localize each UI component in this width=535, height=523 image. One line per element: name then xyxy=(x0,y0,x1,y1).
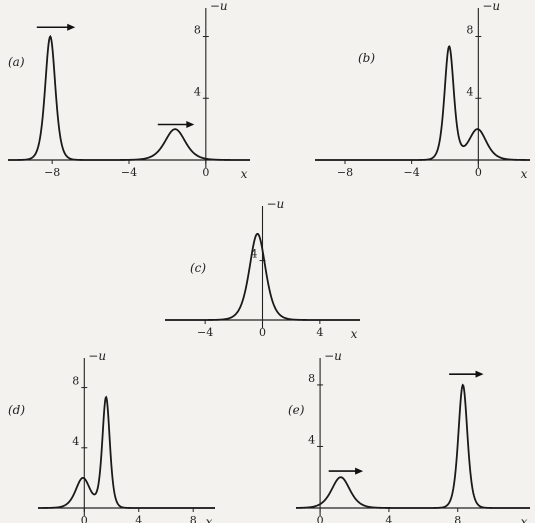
x-tick-label: −8 xyxy=(337,166,353,179)
panel-label: (e) xyxy=(288,403,305,417)
wave-curve xyxy=(315,45,530,161)
panel-label: (b) xyxy=(358,51,375,65)
x-tick-label: 0 xyxy=(475,166,482,179)
panel-a: −8 −4 0 4 8 x −u (a) xyxy=(8,0,250,181)
x-tick-label: −4 xyxy=(404,166,420,179)
x-axis-label: x xyxy=(521,515,528,523)
panel-c: −4 0 4 4 x −u (c) xyxy=(165,197,360,341)
x-tick-label: 8 xyxy=(190,514,197,523)
y-tick-label: 4 xyxy=(72,435,79,448)
wave-curve xyxy=(38,395,215,509)
arrow-head xyxy=(67,23,76,31)
x-tick-label: 4 xyxy=(135,514,142,523)
y-tick-label: 4 xyxy=(251,248,258,261)
x-tick-label: 0 xyxy=(259,326,266,339)
x-tick-label: −8 xyxy=(44,166,60,179)
y-tick-label: 8 xyxy=(466,24,473,37)
y-axis-label: −u xyxy=(324,349,342,363)
arrow-head xyxy=(355,467,364,475)
wave-curve xyxy=(8,34,250,161)
x-tick-label: 0 xyxy=(317,514,324,523)
wave-curve xyxy=(165,232,360,321)
x-tick-label: 8 xyxy=(454,514,461,523)
x-axis-label: x xyxy=(351,327,358,341)
y-axis-label: −u xyxy=(88,349,106,363)
y-axis-label: −u xyxy=(482,0,500,13)
x-tick-label: 4 xyxy=(316,326,323,339)
x-axis-label: x xyxy=(521,167,528,181)
wave-curve xyxy=(295,383,530,509)
panel-d: 0 4 8 4 8 x −u (d) xyxy=(8,349,215,523)
panel-e: 0 4 8 4 8 x −u (e) xyxy=(288,349,530,523)
y-tick-label: 8 xyxy=(308,372,315,385)
x-tick-label: 0 xyxy=(81,514,88,523)
x-axis-label: x xyxy=(206,515,213,523)
panel-label: (a) xyxy=(8,55,25,69)
x-tick-label: −4 xyxy=(121,166,137,179)
x-tick-label: 4 xyxy=(385,514,392,523)
y-axis-label: −u xyxy=(210,0,228,13)
y-tick-label: 8 xyxy=(72,375,79,388)
y-tick-label: 4 xyxy=(308,433,315,446)
x-axis-label: x xyxy=(241,167,248,181)
panel-label: (d) xyxy=(8,403,25,417)
arrow-head xyxy=(475,370,484,378)
x-tick-label: −4 xyxy=(197,326,213,339)
y-axis-label: −u xyxy=(267,197,285,211)
panel-label: (c) xyxy=(190,261,206,275)
x-tick-label: 0 xyxy=(202,166,209,179)
panel-b: −8 −4 0 4 8 x −u (b) xyxy=(315,0,530,181)
arrow-head xyxy=(186,121,195,128)
y-tick-label: 4 xyxy=(466,85,473,98)
y-tick-label: 4 xyxy=(194,85,201,98)
y-tick-label: 8 xyxy=(194,24,201,37)
